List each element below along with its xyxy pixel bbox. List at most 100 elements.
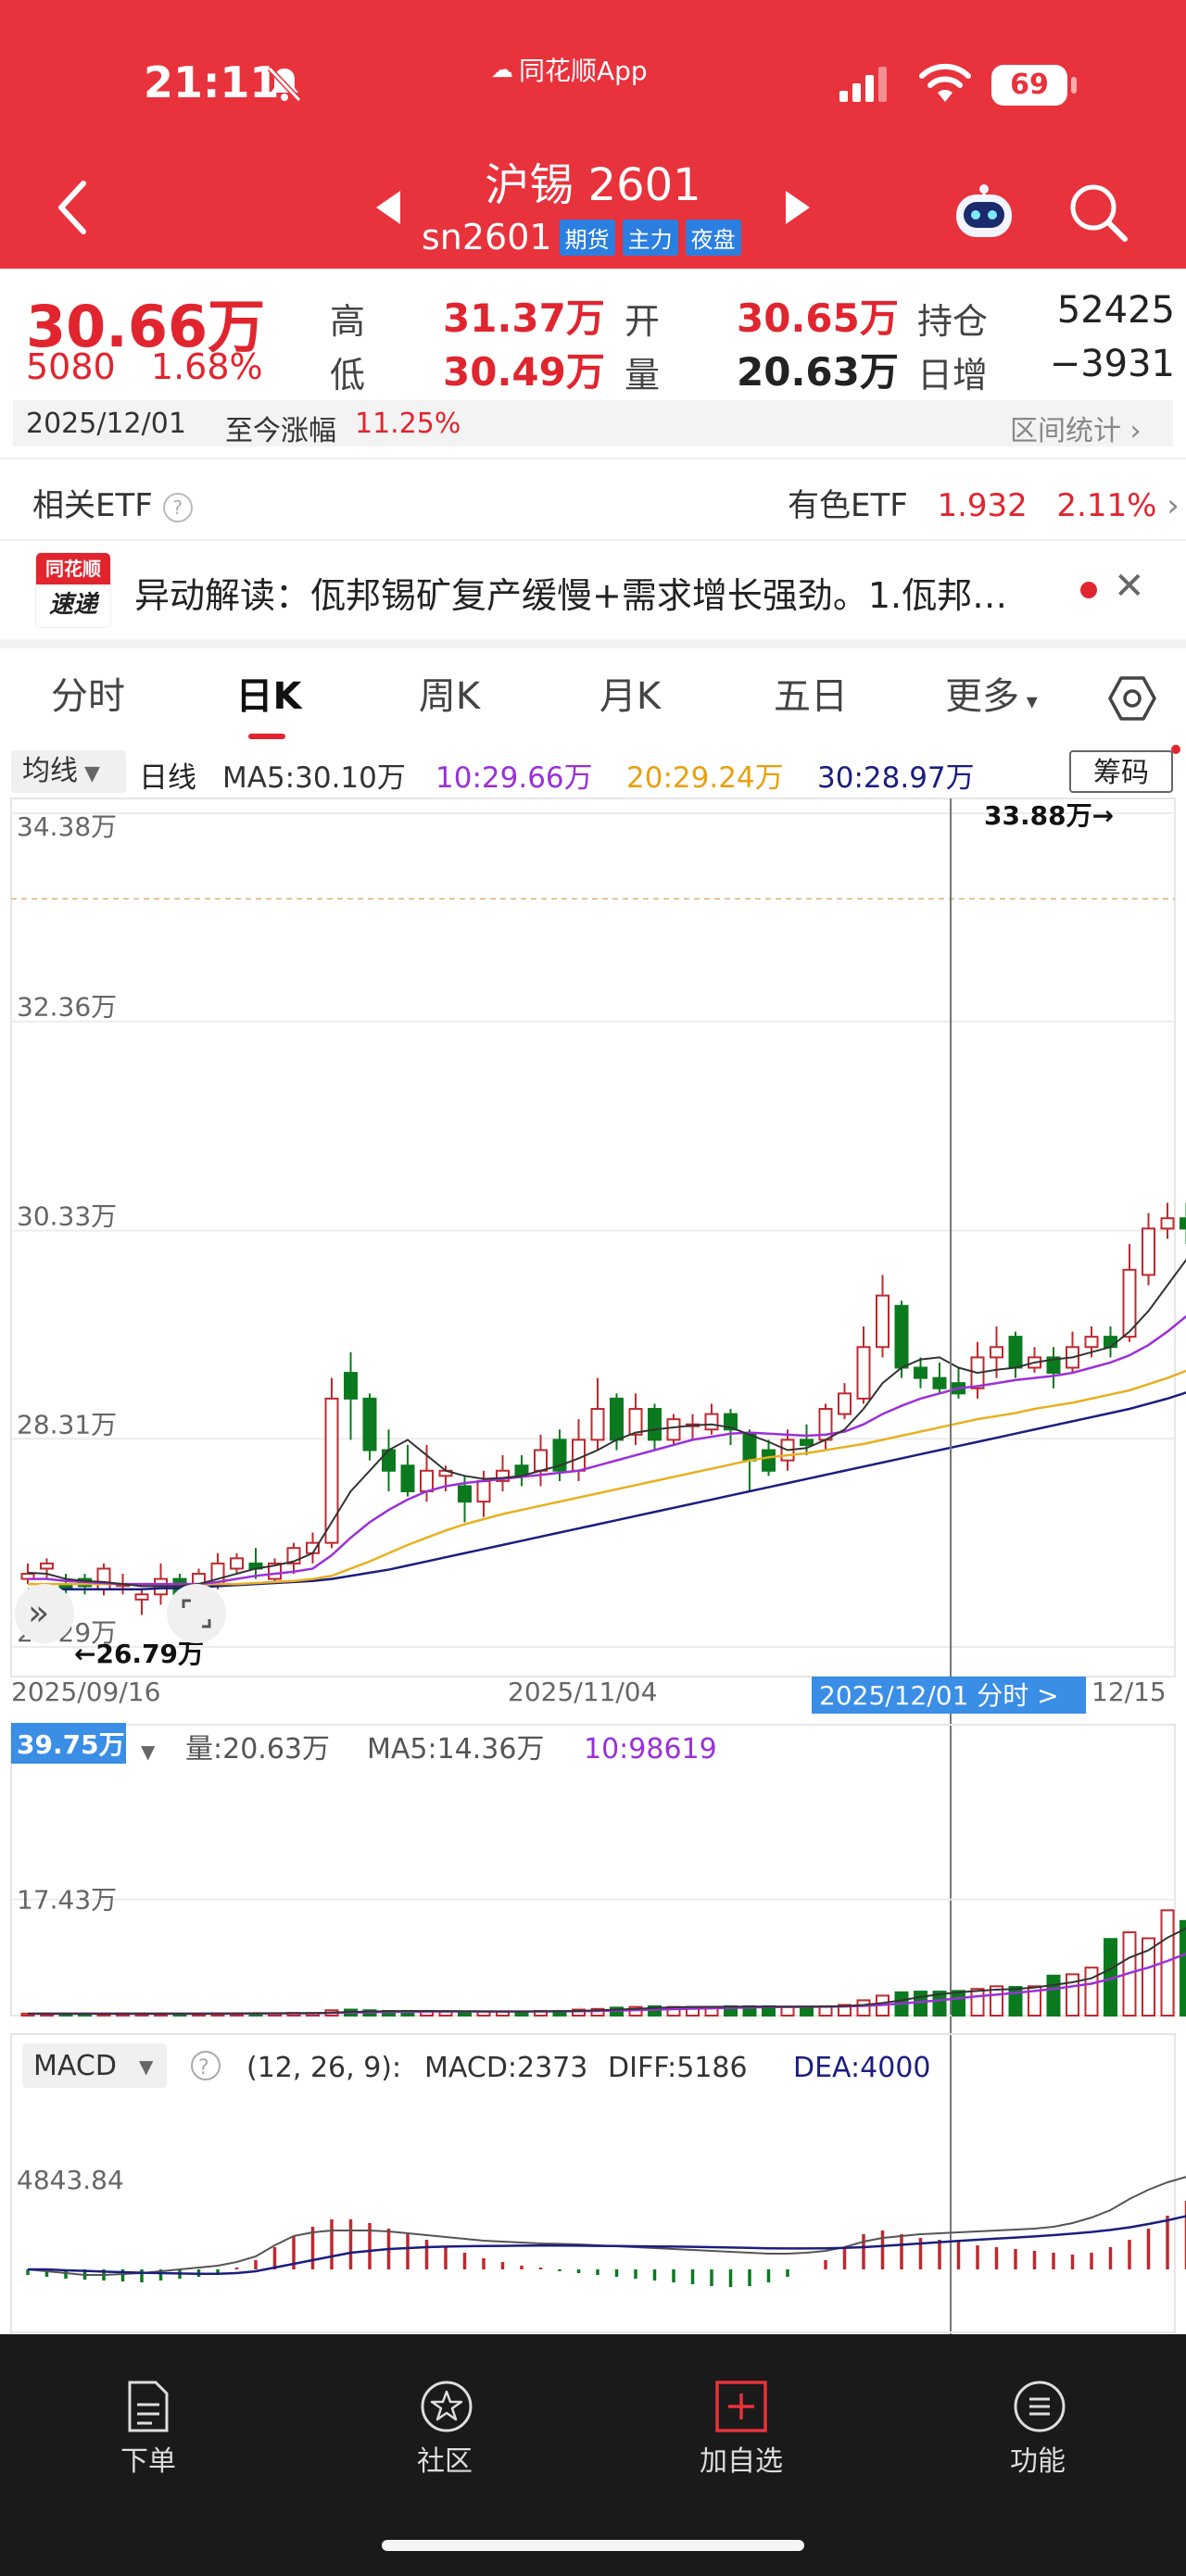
candle	[514, 1455, 529, 1487]
fullscreen-icon[interactable]	[167, 1584, 226, 1643]
robot-assistant-icon[interactable]	[949, 182, 1019, 245]
volume-ma5-label: MA5:14.36万	[367, 1733, 544, 1766]
volume-bar	[800, 2005, 814, 2017]
candle-body	[590, 1408, 605, 1441]
collapse-panel-icon[interactable]	[15, 1584, 74, 1643]
since-date-bar	[13, 400, 1173, 446]
candle	[856, 1326, 871, 1404]
candle-body	[894, 1304, 909, 1369]
volume-frame	[10, 1724, 1176, 2017]
candle	[838, 1383, 852, 1420]
volume-ma10-label: 10:98619	[584, 1733, 717, 1766]
candle	[876, 1275, 890, 1358]
etf-quote[interactable]: 有色ETF 1.932 2.11% ›	[788, 480, 1180, 525]
candle-body	[610, 1397, 624, 1441]
open-label: 开	[625, 301, 661, 342]
dea-line	[28, 2215, 1186, 2276]
chevron-right-icon: ›	[1167, 487, 1180, 524]
bell-muted-icon	[267, 66, 302, 103]
tab-daily-k[interactable]: 日K	[235, 675, 302, 718]
bottom-nav	[0, 2334, 1186, 2576]
volume-bar	[572, 2008, 586, 2017]
tab-more[interactable]: 更多 ▾	[945, 675, 1038, 718]
candle-body	[362, 1397, 377, 1451]
range-stats-link[interactable]: 区间统计 ›	[1010, 415, 1142, 447]
nav-order[interactable]: 下单	[120, 2445, 176, 2478]
candle-body	[800, 1439, 814, 1446]
candle-body	[1122, 1268, 1137, 1338]
ma20-line	[28, 1369, 1186, 1586]
volume-bar	[932, 1991, 947, 2017]
since-date: 2025/12/01	[26, 408, 186, 440]
caret-down-icon: ▼	[139, 2055, 154, 2078]
crosshair-date-label: 2025/12/01 分时 >	[819, 1680, 1059, 1711]
nav-functions[interactable]: 功能	[1010, 2445, 1066, 2478]
volume-bar	[1008, 1986, 1023, 2017]
macd-indicator-select[interactable]	[22, 2043, 167, 2088]
etf-price: 1.932	[937, 487, 1028, 524]
candle-body	[932, 1376, 947, 1389]
low-label: 低	[330, 355, 366, 396]
next-contract-icon[interactable]	[784, 189, 812, 226]
tab-five-day[interactable]: 五日	[774, 675, 848, 718]
settings-hex-icon[interactable]	[1108, 674, 1156, 723]
caret-down-icon: ▼	[78, 762, 100, 785]
tab-weekly-k[interactable]: 周K	[418, 675, 481, 718]
candle	[818, 1403, 833, 1451]
caret-down-icon: ▾	[1019, 688, 1038, 714]
open-interest-label: 持仓	[917, 301, 989, 342]
macd-params: (12, 26, 9):	[246, 2052, 401, 2084]
add-watchlist-icon[interactable]	[713, 2379, 769, 2434]
y-tick-label: 32.36万	[17, 992, 117, 1023]
candle	[324, 1377, 339, 1549]
candle	[952, 1367, 965, 1399]
news-headline[interactable]: 异动解读：佤邦锡矿复产缓慢+需求增长强劲。1.佤邦…	[134, 575, 1008, 616]
ma5-label: MA5:30.10万	[222, 761, 406, 795]
tag-night: 夜盘	[685, 219, 741, 256]
volume-value: 20.63万	[737, 349, 899, 395]
kline-chart[interactable]: 34.38万32.36万30.33万28.31万26.29万33.88万→←26…	[0, 797, 1186, 2334]
candle-body	[914, 1366, 927, 1379]
ma30-label: 30:28.97万	[817, 761, 975, 795]
ma-period: 日线	[139, 761, 196, 795]
period-tabs: 分时 日K 周K 月K 五日 更多 ▾	[0, 648, 1186, 746]
candle-body	[648, 1408, 662, 1441]
community-icon[interactable]	[417, 2377, 476, 2436]
chips-button[interactable]: 筹码	[1069, 750, 1173, 793]
order-icon[interactable]	[124, 2379, 172, 2434]
candle	[1180, 1202, 1186, 1245]
min-price-label: ←26.79万	[74, 1639, 204, 1669]
nav-add-watchlist[interactable]: 加自选	[700, 2445, 783, 2478]
caret-down-icon: ▼	[141, 1740, 156, 1763]
ma30-line	[28, 1391, 1186, 1590]
menu-icon[interactable]	[1010, 2377, 1069, 2436]
help-icon[interactable]	[191, 2051, 221, 2080]
candle	[40, 1558, 54, 1579]
candle-body	[1104, 1336, 1117, 1349]
volume-stat-label: 量:20.63万	[185, 1733, 330, 1766]
close-icon[interactable]: ✕	[1114, 565, 1145, 608]
related-etf-label: 相关ETF ?	[32, 480, 193, 525]
help-icon[interactable]: ?	[162, 492, 193, 522]
etf-name: 有色ETF	[788, 487, 908, 524]
back-arrow-icon[interactable]	[54, 178, 91, 237]
prev-contract-icon[interactable]	[374, 189, 402, 226]
search-icon[interactable]	[1066, 180, 1130, 245]
tab-intraday[interactable]: 分时	[51, 675, 125, 718]
candle	[1142, 1213, 1155, 1286]
candle-body	[382, 1449, 396, 1472]
tag-main: 主力	[622, 219, 678, 256]
candle-body	[742, 1433, 757, 1462]
candle	[1046, 1347, 1061, 1389]
crosshair-date-tag[interactable]	[812, 1677, 1086, 1714]
tab-monthly-k[interactable]: 月K	[599, 675, 662, 718]
nav-community[interactable]: 社区	[417, 2445, 473, 2478]
tag-futures: 期货	[559, 219, 615, 256]
battery-icon: 69	[991, 65, 1067, 106]
candle-body	[458, 1485, 472, 1503]
candle-body	[230, 1557, 244, 1570]
candle-body	[1084, 1336, 1099, 1349]
news-logo: 同花顺 速递	[35, 552, 111, 628]
ma-type-select[interactable]: 均线 ▼	[11, 750, 126, 793]
double-chevron-icon: »	[28, 1592, 49, 1633]
